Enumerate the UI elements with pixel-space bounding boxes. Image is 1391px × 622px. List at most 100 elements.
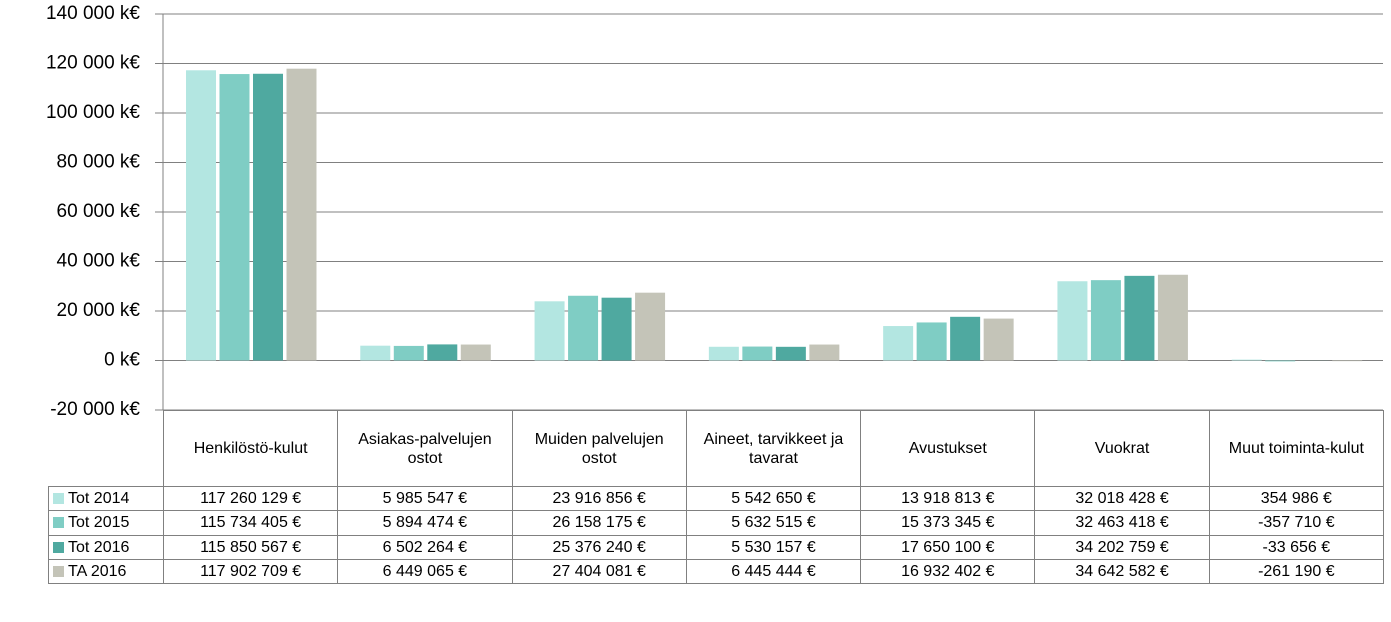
bar <box>393 345 424 361</box>
bar <box>1124 275 1155 361</box>
data-cell: 5 542 650 € <box>685 486 862 512</box>
bar <box>601 297 632 361</box>
bar <box>568 295 599 361</box>
y-tick-label: 100 000 k€ <box>46 102 140 123</box>
bar <box>1057 281 1088 361</box>
data-cell-text: 17 650 100 € <box>901 538 995 556</box>
data-cell: 32 018 428 € <box>1034 486 1210 512</box>
data-cell: 17 650 100 € <box>860 534 1036 560</box>
legend-swatch <box>53 541 64 553</box>
data-cell: 27 404 081 € <box>511 558 687 584</box>
data-cell-text: 5 894 474 € <box>382 514 468 532</box>
y-tick-label: -20 000 k€ <box>50 399 140 420</box>
data-cell-text: 5 632 515 € <box>731 514 816 532</box>
bar <box>253 73 283 361</box>
bar <box>916 322 947 361</box>
bar <box>983 318 1014 361</box>
data-cell-text: 26 158 175 € <box>552 514 646 532</box>
bar <box>1157 274 1188 361</box>
data-cell: 34 642 582 € <box>1034 558 1210 584</box>
y-tick-label: 80 000 k€ <box>57 152 141 173</box>
bar <box>186 70 216 361</box>
data-cell-text: 115 734 405 € <box>200 514 302 532</box>
data-cell: 23 916 856 € <box>511 486 687 512</box>
bar <box>460 344 491 361</box>
data-cell-text: -33 656 € <box>1262 538 1331 556</box>
category-label-text: Aineet, tarvikkeet ja tavarat <box>703 430 844 467</box>
data-cell: 5 985 547 € <box>337 486 513 512</box>
legend-entry: Tot 2014 <box>48 486 164 512</box>
data-cell-text: 27 404 081 € <box>552 562 646 580</box>
y-tick-label: 60 000 k€ <box>57 201 141 222</box>
legend-text: Tot 2015 <box>68 514 130 532</box>
data-cell-text: 25 376 240 € <box>552 538 646 556</box>
data-cell: 117 902 709 € <box>163 558 339 584</box>
data-cell-text: 16 932 402 € <box>901 562 995 580</box>
data-cell: -357 710 € <box>1208 510 1384 536</box>
data-cell: 6 449 065 € <box>337 558 513 584</box>
bar <box>286 68 317 361</box>
category-label-text: Asiakas-palvelujen ostot <box>358 430 492 467</box>
bar <box>219 74 250 361</box>
data-cell: 32 463 418 € <box>1034 510 1210 536</box>
data-cell-text: 34 642 582 € <box>1075 562 1169 580</box>
data-cell: 115 734 405 € <box>163 510 339 536</box>
data-cell: 5 530 157 € <box>685 534 862 560</box>
data-cell: 5 632 515 € <box>685 510 862 536</box>
legend-text: Tot 2014 <box>68 490 130 508</box>
bar <box>708 346 739 361</box>
y-tick-label: 140 000 k€ <box>46 3 140 24</box>
data-cell: 26 158 175 € <box>511 510 687 536</box>
category-label-text: Muiden palvelujen ostot <box>534 430 664 467</box>
y-tick-label: 40 000 k€ <box>57 251 141 272</box>
data-cell-text: 6 445 444 € <box>731 562 816 580</box>
legend-text: TA 2016 <box>68 562 127 580</box>
bar <box>1265 360 1296 362</box>
category-label-text: Muut toiminta-kulut <box>1228 440 1364 457</box>
data-cell: 13 918 813 € <box>860 486 1036 512</box>
data-cell: 6 502 264 € <box>337 534 513 560</box>
data-cell: 6 445 444 € <box>685 558 862 584</box>
bar <box>950 316 981 361</box>
category-label: Asiakas-palvelujen ostot <box>337 410 513 487</box>
data-cell: 354 986 € <box>1208 486 1384 512</box>
y-tick-label: 0 k€ <box>104 350 140 371</box>
data-cell-text: 117 902 709 € <box>200 562 302 580</box>
data-cell: 115 850 567 € <box>163 534 339 560</box>
legend-entry: Tot 2016 <box>48 534 164 560</box>
data-cell-text: 5 985 547 € <box>382 490 468 508</box>
bar <box>427 344 458 361</box>
bar <box>742 346 773 361</box>
data-cell: 117 260 129 € <box>163 486 339 512</box>
legend-swatch <box>53 493 64 505</box>
category-label: Aineet, tarvikkeet ja tavarat <box>685 410 862 487</box>
legend-swatch <box>53 517 64 529</box>
bar <box>775 346 806 361</box>
data-cell: 5 894 474 € <box>337 510 513 536</box>
y-tick-label: 120 000 k€ <box>46 53 140 74</box>
category-label: Avustukset <box>860 410 1036 487</box>
data-cell-text: 115 850 567 € <box>200 538 302 556</box>
data-cell-text: 5 542 650 € <box>731 490 816 508</box>
data-cell: 15 373 345 € <box>860 510 1036 536</box>
data-cell-text: 34 202 759 € <box>1075 538 1169 556</box>
data-cell-text: 6 449 065 € <box>382 562 468 580</box>
data-cell-text: 117 260 129 € <box>200 490 302 508</box>
data-cell-text: -357 710 € <box>1258 514 1335 532</box>
y-tick-label: 20 000 k€ <box>57 300 141 321</box>
data-cell-text: 32 463 418 € <box>1075 514 1169 532</box>
category-label-text: Henkilöstö-kulut <box>193 440 308 457</box>
category-label-text: Avustukset <box>908 440 987 457</box>
bar <box>883 326 914 361</box>
data-cell: 34 202 759 € <box>1034 534 1210 560</box>
data-cell-text: 6 502 264 € <box>382 538 468 556</box>
bar <box>1231 359 1262 361</box>
category-label: Muiden palvelujen ostot <box>511 410 687 487</box>
data-cell-text: 15 373 345 € <box>901 514 995 532</box>
data-cell-text: 5 530 157 € <box>731 538 816 556</box>
data-cell: -261 190 € <box>1208 558 1384 584</box>
bar <box>534 301 565 361</box>
data-cell: 16 932 402 € <box>860 558 1036 584</box>
